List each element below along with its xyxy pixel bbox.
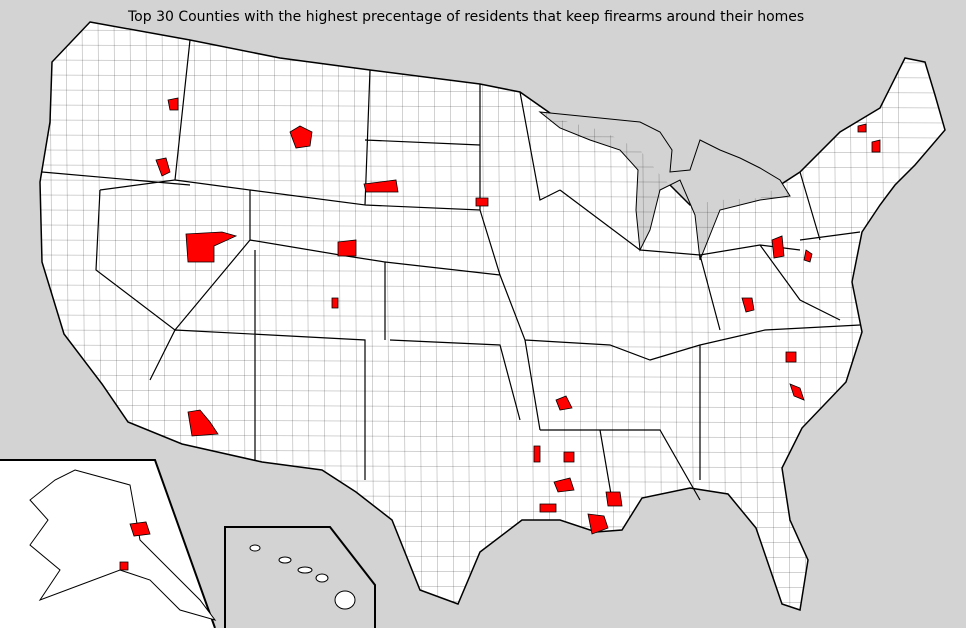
highlighted-county	[337, 239, 357, 257]
highlighted-county	[789, 383, 805, 401]
great-lakes	[538, 111, 791, 261]
highlighted-county	[605, 491, 623, 507]
highlighted-county	[475, 197, 489, 207]
highlighted-county	[587, 513, 609, 535]
highlighted-county	[803, 249, 813, 263]
highlighted-county	[555, 395, 573, 411]
alaska-inset	[0, 459, 217, 628]
highlighted-county	[741, 297, 755, 313]
highlighted-county	[167, 97, 179, 111]
highlighted-county	[533, 445, 541, 463]
hawaii-inset	[224, 526, 376, 628]
highlighted-county	[185, 231, 238, 263]
highlighted-county	[857, 123, 867, 133]
hawaii-inset-border	[224, 526, 376, 628]
highlighted-county	[553, 477, 575, 493]
highlighted-county	[187, 409, 219, 437]
highlighted-county	[563, 451, 575, 463]
highlighted-county	[331, 297, 339, 309]
highlighted-county	[119, 561, 129, 571]
highlighted-county	[539, 503, 557, 513]
highlighted-county	[155, 157, 171, 177]
highlighted-county	[289, 125, 313, 149]
highlighted-county	[771, 235, 785, 259]
alaska-inset-border	[0, 459, 216, 628]
highlighted-county	[129, 521, 151, 537]
highlighted-county	[363, 179, 399, 193]
highlighted-county	[785, 351, 797, 363]
highlighted-county	[871, 139, 881, 153]
state-borders	[41, 39, 861, 501]
map-title: Top 30 Counties with the highest precent…	[128, 9, 805, 25]
highlighted-counties	[119, 97, 881, 571]
